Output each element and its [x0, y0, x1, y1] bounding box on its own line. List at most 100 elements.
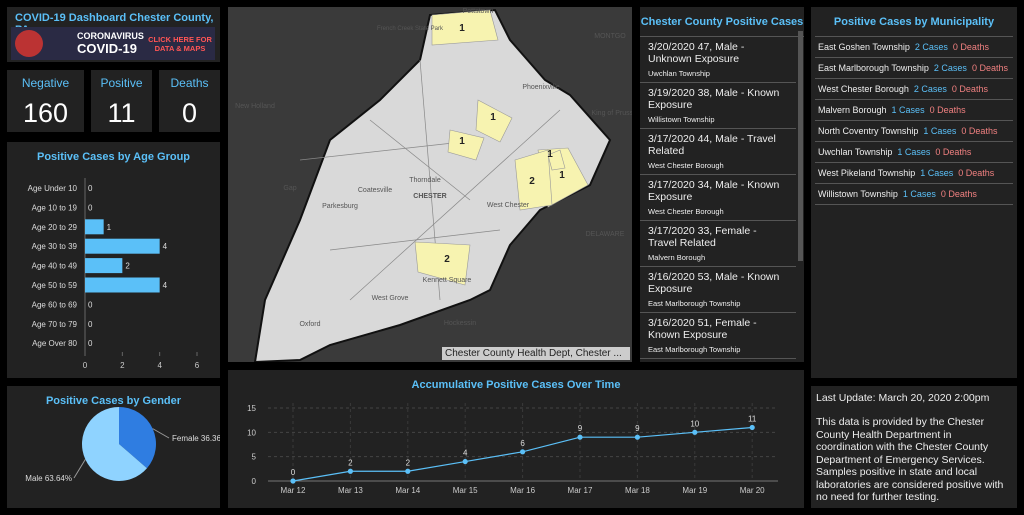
data-label: 1 — [107, 223, 112, 232]
case-title: 3/17/2020 34, Male - Known Exposure — [648, 179, 780, 203]
case-title: 3/19/2020 38, Male - Known Exposure — [648, 87, 780, 111]
data-label: 4 — [463, 449, 468, 458]
bar — [85, 258, 123, 274]
municipality-row: West Pikeland Township 1 Cases 0 Deaths — [815, 163, 1013, 184]
slice-name: Male — [25, 474, 43, 483]
slice-name: Female — [172, 434, 199, 443]
x-tick-label: Mar 17 — [568, 486, 593, 495]
case-count: 1 — [459, 136, 465, 147]
place-label: Parkesburg — [322, 203, 358, 210]
place-label: West Grove — [372, 295, 409, 302]
banner-link[interactable]: CLICK HERE FOR DATA & MAPS — [148, 35, 212, 53]
pie-slice — [82, 407, 147, 481]
point — [462, 458, 468, 465]
case-area — [447, 129, 485, 161]
counter-label: Negative — [21, 76, 70, 90]
place-label: CHESTER — [413, 193, 446, 200]
municipality-name: Willistown Township — [818, 189, 898, 199]
data-label: 0 — [88, 184, 93, 193]
case-count: 2 — [529, 176, 535, 187]
banner-subtitle: COVID-19 — [77, 41, 137, 56]
point — [692, 429, 698, 435]
x-tick-label: 2 — [120, 361, 125, 370]
counter: Positive 11 — [91, 70, 152, 132]
case-item: 3/17/2020 44, Male - Travel Related West … — [640, 129, 796, 175]
boundary — [329, 229, 501, 251]
case-place: West Chester Borough — [648, 207, 724, 216]
place-label: Coatesville — [358, 187, 392, 194]
x-tick-label: Mar 12 — [281, 486, 306, 495]
x-tick-label: Mar 19 — [682, 486, 707, 495]
case-title: 3/16/2020 51, Female - Known Exposure — [648, 317, 757, 341]
case-title: 3/17/2020 44, Male - Travel Related — [648, 133, 776, 157]
municipality-deaths: 0 Deaths — [958, 168, 995, 178]
municipality-cases: 1 Cases — [897, 147, 931, 157]
municipality-row: Malvern Borough 1 Cases 0 Deaths — [815, 100, 1013, 121]
y-tick-label: 15 — [247, 404, 256, 413]
place-label: West Chester — [487, 202, 530, 209]
data-label: 4 — [163, 281, 168, 290]
age-chart: 0 2 4 6 Age Under 10 0 Age 10 to 19 0 Age 20 to … — [28, 178, 200, 370]
point — [577, 434, 583, 440]
point — [520, 449, 526, 455]
gender-chart: Female 36.36% Male 63.64% — [25, 407, 220, 483]
y-tick-label: Age 20 to 29 — [32, 223, 78, 232]
place-label: MONTGO — [594, 33, 626, 40]
pie-slice — [119, 407, 157, 469]
banner[interactable]: CORONAVIRUS COVID-19 CLICK HERE FOR DATA… — [11, 27, 215, 60]
slice-label: Male 63.64% — [25, 474, 72, 483]
y-tick-label: Age Under 10 — [28, 184, 78, 193]
point — [749, 424, 755, 431]
panel-title: Accumulative Positive Cases Over Time — [411, 379, 621, 391]
municipality-cases: 2 Cases — [913, 84, 947, 94]
municipality-panel: Positive Cases by Municipality East Gosh… — [811, 7, 1017, 378]
data-label: 10 — [690, 419, 699, 428]
data-label: 11 — [748, 414, 757, 423]
data-label: 2 — [348, 458, 353, 467]
counter-label: Deaths — [170, 76, 209, 90]
municipality-name: East Marlborough Township — [818, 63, 929, 73]
y-tick-label: Age 10 to 19 — [32, 203, 78, 212]
point — [405, 468, 411, 474]
scrollbar[interactable] — [798, 31, 803, 261]
municipality-cases: 1 Cases — [920, 168, 954, 178]
data-label: 0 — [88, 203, 93, 212]
y-tick-label: Age Over 80 — [32, 339, 77, 348]
x-tick-label: 4 — [157, 361, 162, 370]
data-label: 0 — [88, 339, 93, 348]
case-place: Willistown Township — [648, 115, 715, 124]
counter-value: 160 — [22, 98, 69, 128]
x-tick-label: Mar 16 — [510, 486, 535, 495]
bar — [85, 238, 160, 254]
data-label: 9 — [578, 424, 583, 433]
case-area — [514, 149, 553, 211]
case-place: Malvern Borough — [648, 253, 706, 262]
case-count: 1 — [547, 149, 553, 160]
x-tick-label: Mar 15 — [453, 486, 478, 495]
x-tick-label: 0 — [83, 361, 88, 370]
leader-line — [152, 428, 170, 439]
case-count: 2 — [444, 254, 450, 265]
case-item: 3/16/2020 53, Male - Known Exposure East … — [640, 267, 796, 313]
municipality-row: East Goshen Township 2 Cases 0 Deaths — [815, 37, 1013, 58]
panel-title: Positive Cases by Municipality — [833, 16, 995, 28]
municipality-deaths: 0 Deaths — [952, 42, 989, 52]
bar — [85, 219, 104, 235]
data-label: 0 — [291, 468, 296, 477]
y-tick-label: Age 60 to 69 — [32, 300, 78, 309]
data-label: 6 — [520, 439, 525, 448]
case-title: 3/20/2020 47, Male - Unknown Exposure — [648, 41, 745, 65]
case-area — [414, 241, 471, 286]
data-label: 2 — [125, 262, 130, 271]
case-title: 3/17/2020 33, Female - Travel Related — [648, 225, 757, 249]
municipality-cases: 2 Cases — [914, 42, 948, 52]
x-tick-label: Mar 14 — [395, 486, 420, 495]
map-panel[interactable]: 1 1 1 1 1 2 2 Pottstown French Creek State Park N… — [228, 7, 632, 362]
place-label: DELAWARE — [586, 231, 625, 238]
case-item: 3/16/2020 51, Female - Known Exposure Eas… — [640, 313, 796, 359]
case-title: 3/16/2020 53, Male - Known Exposure — [648, 271, 780, 295]
point — [634, 434, 640, 440]
slice-value: 36.36% — [201, 434, 220, 443]
